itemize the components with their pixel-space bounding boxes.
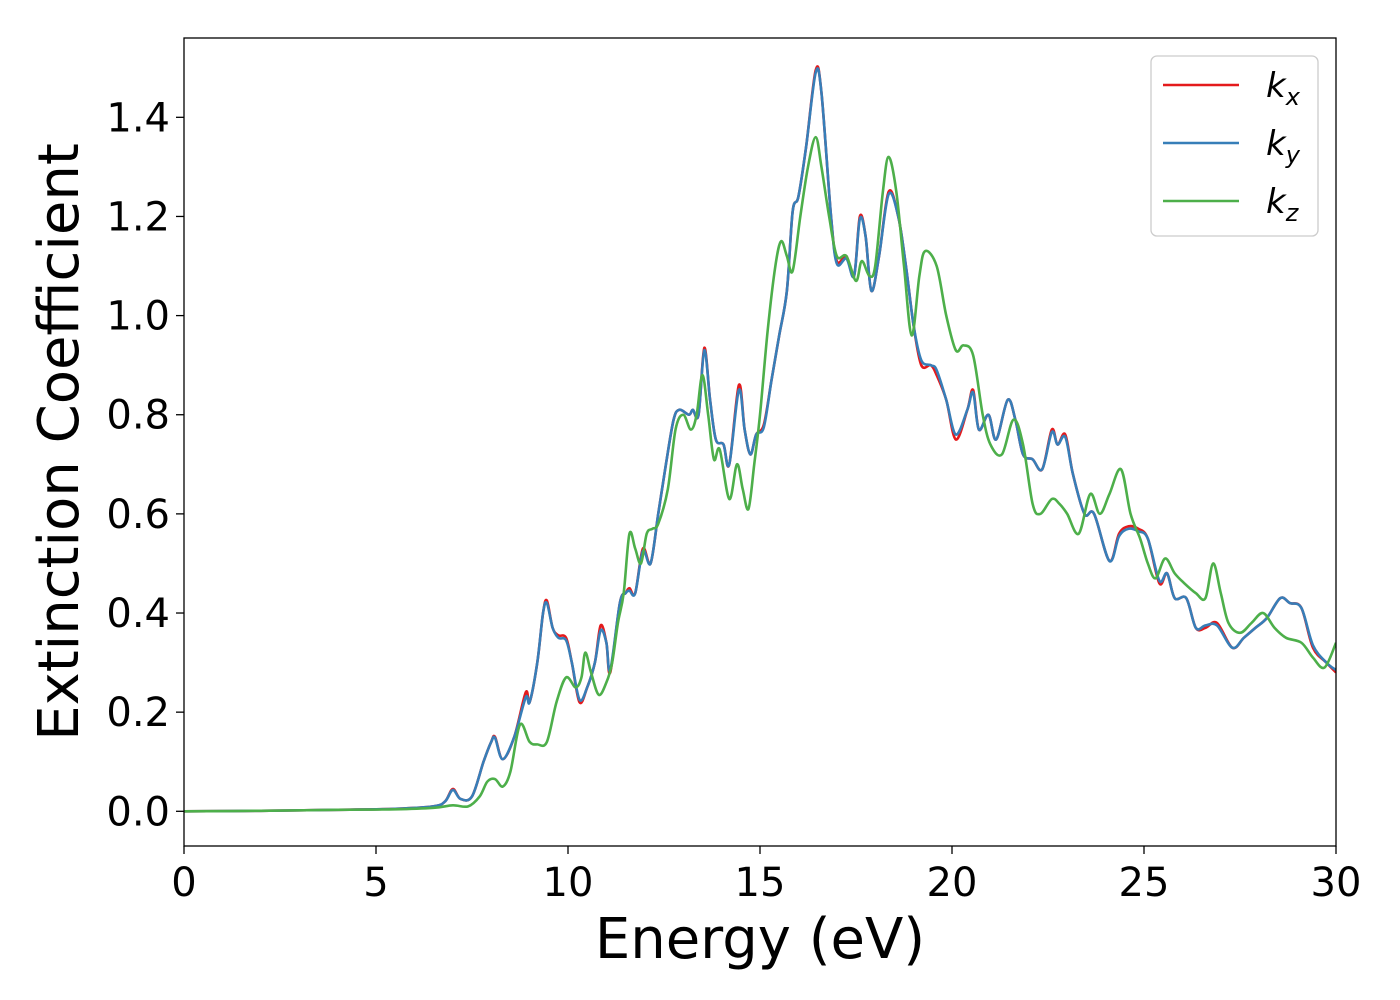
y-tick-label: 0.6 bbox=[106, 492, 170, 538]
y-tick-label: 1.4 bbox=[106, 95, 170, 141]
y-tick-label: 0.8 bbox=[106, 393, 170, 439]
y-tick-label: 1.2 bbox=[106, 194, 170, 240]
y-tick-label: 0.2 bbox=[106, 690, 170, 736]
x-axis-label: Energy (eV) bbox=[595, 907, 925, 972]
y-axis-label: Extinction Coefficient bbox=[27, 143, 92, 741]
y-tick-label: 0.0 bbox=[106, 789, 170, 835]
series-line-z bbox=[184, 135, 1336, 813]
x-axis: 0 5 10 15 20 25 30 bbox=[171, 846, 1361, 906]
x-tick-label: 15 bbox=[735, 860, 786, 906]
legend-box bbox=[1150, 55, 1319, 237]
x-tick-label: 0 bbox=[171, 860, 196, 906]
x-tick-label: 5 bbox=[363, 860, 388, 906]
x-tick-label: 20 bbox=[927, 860, 978, 906]
y-tick-label: 0.4 bbox=[106, 591, 170, 637]
y-tick-label: 1.0 bbox=[106, 294, 170, 340]
series-line-y bbox=[184, 67, 1336, 813]
y-axis: 0.0 0.2 0.4 0.6 0.8 1.0 1.2 1.4 bbox=[106, 95, 184, 835]
x-tick-label: 30 bbox=[1311, 860, 1362, 906]
x-tick-label: 10 bbox=[543, 860, 594, 906]
x-tick-label: 25 bbox=[1119, 860, 1170, 906]
plot-lines bbox=[184, 65, 1336, 813]
